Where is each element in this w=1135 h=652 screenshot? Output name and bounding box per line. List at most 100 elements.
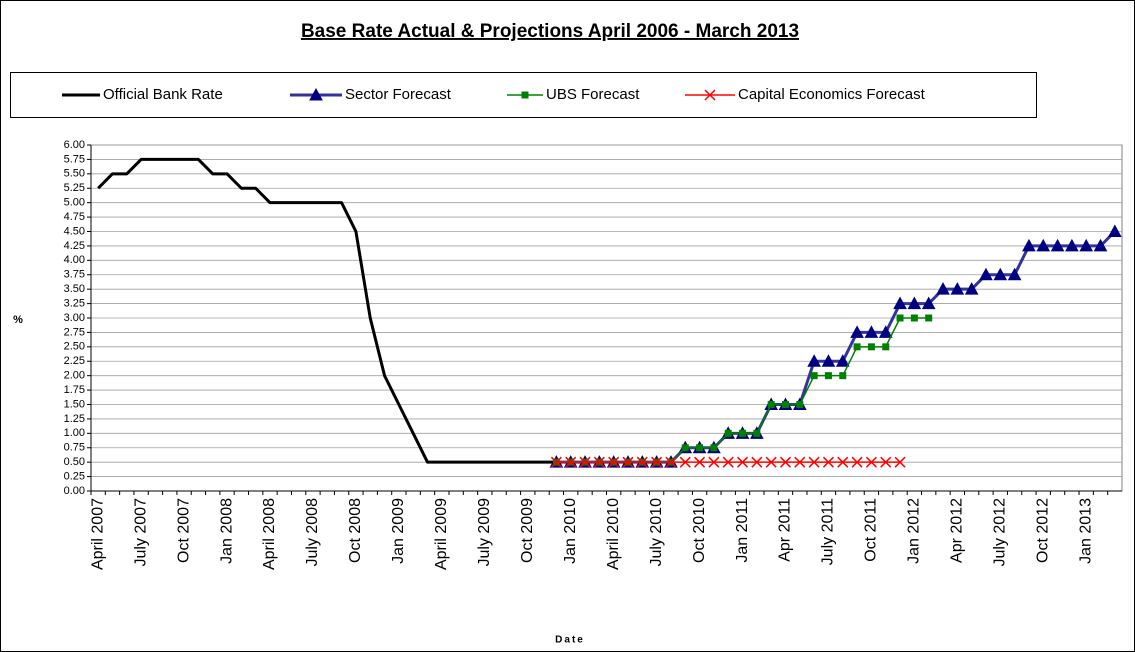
marker	[1036, 238, 1051, 252]
marker	[867, 343, 875, 351]
x-tick-label: July 2012	[992, 498, 1009, 567]
x-tick-label: Jan 2012	[906, 498, 923, 564]
marker	[964, 282, 979, 295]
x-tick-label: July 2009	[476, 498, 493, 567]
marker	[936, 282, 950, 295]
legend-marker	[704, 89, 716, 101]
marker	[864, 325, 879, 338]
legend-label: Capital Economics Forecast	[738, 86, 926, 103]
marker	[925, 314, 933, 322]
marker	[865, 456, 877, 468]
marker	[1093, 238, 1108, 252]
x-tick-label: Oct 2007	[175, 498, 192, 563]
marker	[893, 296, 907, 310]
marker	[751, 456, 763, 468]
marker	[608, 456, 620, 468]
marker	[880, 456, 892, 468]
y-tick-label: 4.25	[64, 240, 85, 252]
x-tick-label: April 2008	[261, 498, 278, 570]
marker	[979, 267, 993, 281]
marker	[837, 456, 849, 468]
chart-title: Base Rate Actual & Projections April 200…	[301, 21, 799, 42]
y-tick-label: 1.75	[64, 384, 85, 396]
y-tick-label: 2.75	[64, 326, 85, 338]
x-tick-label: Jan 2009	[390, 498, 407, 564]
marker	[1007, 267, 1022, 281]
x-tick-label: Apr 2011	[777, 498, 794, 562]
marker	[808, 456, 820, 468]
marker	[1022, 238, 1036, 252]
marker	[753, 429, 761, 437]
y-tick-label: 6.00	[64, 139, 85, 151]
y-tick-label: 5.50	[64, 168, 85, 180]
marker	[593, 456, 605, 468]
marker	[839, 372, 847, 380]
x-tick-label: Jan 2008	[218, 498, 235, 564]
y-tick-label: 5.00	[64, 197, 85, 209]
y-tick-label: 0.00	[64, 485, 85, 497]
marker	[765, 456, 777, 468]
x-tick-label: July 2011	[820, 498, 837, 565]
marker	[694, 456, 706, 468]
marker	[710, 444, 718, 452]
x-tick-label: Jan 2013	[1077, 498, 1094, 564]
marker	[737, 456, 749, 468]
y-tick-label: 0.75	[64, 442, 85, 454]
marker	[781, 401, 789, 408]
marker	[896, 314, 904, 322]
marker	[1050, 238, 1065, 252]
marker	[636, 456, 648, 468]
y-tick-label: 2.00	[64, 370, 85, 382]
marker	[724, 429, 732, 437]
marker	[822, 456, 834, 468]
y-tick-label: 4.50	[64, 225, 85, 237]
marker	[907, 296, 922, 310]
x-tick-label: Oct 2012	[1034, 498, 1051, 563]
x-tick-label: Jan 2010	[562, 498, 579, 564]
marker	[821, 354, 836, 367]
x-tick-label: Jan 2011	[734, 498, 751, 563]
marker	[921, 296, 936, 310]
marker	[708, 456, 720, 468]
marker	[1107, 224, 1122, 237]
x-tick-label: July 2010	[648, 498, 665, 567]
x-tick-label: July 2007	[132, 498, 149, 567]
marker	[696, 444, 704, 452]
marker	[850, 325, 864, 338]
marker	[835, 354, 850, 367]
y-tick-label: 1.00	[64, 427, 85, 439]
y-tick-label: 1.25	[64, 413, 85, 425]
y-tick-label: 2.50	[64, 341, 85, 353]
y-tick-label: 4.75	[64, 211, 85, 223]
legend-marker	[521, 91, 529, 99]
marker	[796, 401, 804, 408]
x-tick-label: Oct 2010	[691, 498, 708, 563]
marker	[853, 343, 861, 351]
marker	[894, 456, 906, 468]
marker	[993, 267, 1008, 281]
legend-label: Sector Forecast	[345, 86, 452, 103]
x-tick-label: Oct 2011	[863, 498, 880, 562]
marker	[851, 456, 863, 468]
x-tick-label: Oct 2009	[519, 498, 536, 563]
x-tick-label: April 2007	[89, 498, 106, 570]
marker	[810, 372, 818, 380]
y-tick-label: 2.25	[64, 355, 85, 367]
y-tick-label: 5.75	[64, 153, 85, 165]
y-axis-label: %	[13, 314, 23, 326]
x-tick-label: Apr 2012	[949, 498, 966, 563]
y-tick-label: 3.75	[64, 269, 85, 281]
y-tick-label: 4.00	[64, 254, 85, 266]
marker	[767, 401, 775, 408]
marker	[739, 429, 747, 437]
marker	[779, 456, 792, 468]
marker	[681, 444, 689, 452]
marker	[550, 456, 562, 468]
marker	[665, 456, 677, 468]
marker	[910, 314, 918, 322]
marker	[824, 372, 832, 380]
y-tick-label: 0.25	[64, 470, 85, 482]
series-line	[97, 157, 557, 464]
y-tick-label: 3.50	[64, 283, 85, 295]
